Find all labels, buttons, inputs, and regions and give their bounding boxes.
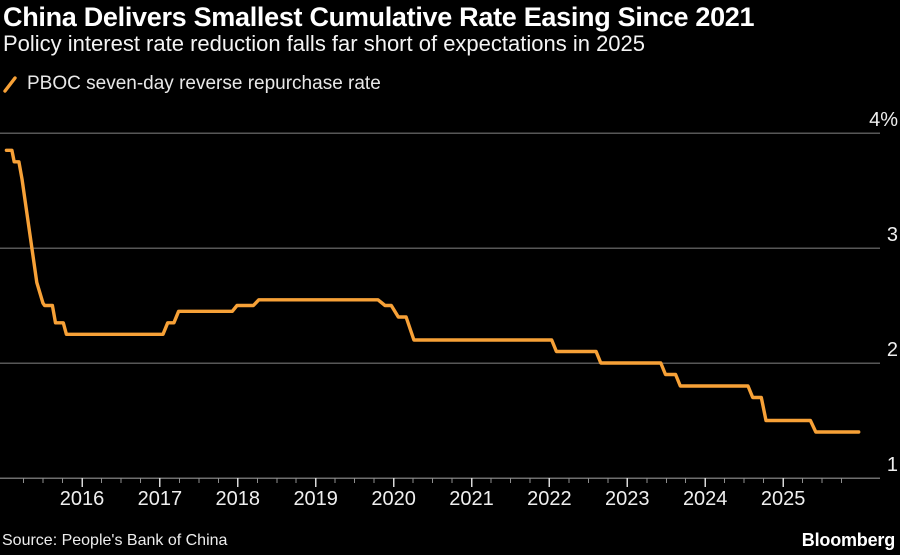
x-axis-year-label: 2017: [138, 488, 183, 510]
x-axis-year-label: 2025: [761, 488, 806, 510]
source-note: Source: People's Bank of China: [2, 532, 228, 549]
legend-line-marker-icon: [3, 75, 18, 93]
x-axis-year-label: 2020: [371, 488, 416, 510]
rate-series-line: [4, 148, 861, 434]
x-axis-year-label: 2024: [683, 488, 728, 510]
x-axis-year-label: 2018: [216, 488, 261, 510]
x-axis-year-label: 2022: [527, 488, 572, 510]
legend: PBOC seven-day reverse repurchase rate: [3, 73, 381, 95]
x-axis-year-label: 2016: [60, 488, 105, 510]
chart-subtitle: Policy interest rate reduction falls far…: [3, 31, 646, 56]
y-axis-tick-label: 4%: [869, 109, 898, 131]
y-axis-tick-label: 2: [887, 339, 898, 361]
y-axis-tick-label: 1: [887, 454, 898, 476]
x-axis-year-label: 2019: [293, 488, 338, 510]
x-axis-year-label: 2023: [605, 488, 650, 510]
legend-label: PBOC seven-day reverse repurchase rate: [27, 73, 381, 94]
y-axis-tick-label: 3: [887, 224, 898, 246]
x-axis-year-label: 2021: [449, 488, 494, 510]
bloomberg-logo: Bloomberg: [801, 530, 895, 550]
chart-title: China Delivers Smallest Cumulative Rate …: [3, 2, 755, 32]
